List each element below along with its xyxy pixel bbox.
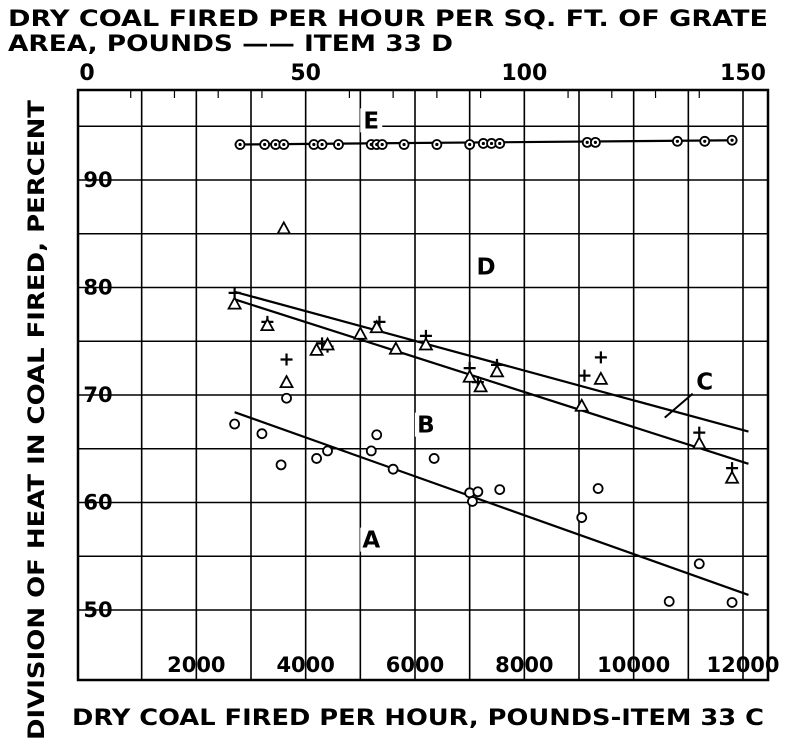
- bottom-tick-label: 2000: [167, 653, 225, 677]
- data-point-circle: [576, 512, 588, 523]
- region-label-bg: [475, 254, 498, 279]
- fit-line: [234, 298, 749, 465]
- region-label-bg: [693, 369, 716, 394]
- top-tick-label: 100: [501, 61, 547, 86]
- top-tick-label: 150: [720, 61, 766, 86]
- data-point-circle: [387, 463, 399, 475]
- data-point-circle: [281, 392, 292, 404]
- data-point-triangle: [259, 317, 275, 332]
- data-point-triangle: [418, 336, 434, 351]
- data-point-plus: [280, 353, 293, 366]
- data-point-triangle: [352, 325, 368, 340]
- bottom-axis-ticks: 2000 4000 6000 8000 10000 12000: [167, 653, 779, 677]
- data-point-plus: [594, 351, 607, 364]
- label-c-leader: [664, 392, 694, 419]
- data-point-circle-dot: [494, 138, 506, 149]
- data-point-triangle: [691, 435, 707, 450]
- data-point-circle: [365, 445, 377, 457]
- data-point-circle: [494, 484, 506, 496]
- data-point-circle: [663, 596, 675, 607]
- data-point-triangle: [724, 469, 740, 484]
- data-point-circle-dot: [726, 134, 738, 146]
- y-tick-label: 90: [83, 168, 112, 192]
- y-axis-label: DIVISION OF HEAT IN COAL FIRED, PERCENT: [25, 100, 50, 740]
- data-point-circle: [371, 429, 383, 441]
- data-point-triangle: [369, 319, 385, 334]
- data-point-circle-dot: [464, 139, 476, 150]
- data-point-circle: [726, 597, 738, 608]
- data-points: [227, 134, 740, 608]
- data-point-triangle: [462, 368, 478, 383]
- data-point-plus: [578, 369, 591, 382]
- top-title-line2: AREA, POUNDS —— ITEM 33 D: [8, 32, 453, 57]
- bottom-tick-label: 8000: [495, 653, 553, 677]
- y-tick-label: 60: [83, 491, 112, 515]
- data-point-circle: [275, 459, 287, 471]
- data-point-circle-dot: [431, 139, 443, 150]
- data-point-circle-dot: [234, 139, 246, 150]
- data-point-triangle: [593, 370, 609, 385]
- data-point-circle-dot: [398, 139, 410, 150]
- data-point-triangle: [473, 378, 489, 393]
- region-label-bg: [360, 108, 383, 133]
- plot-frame: [76, 88, 770, 682]
- fit-line: [234, 290, 749, 433]
- data-point-circle-dot: [590, 136, 601, 148]
- data-point-circle-dot: [278, 139, 290, 150]
- data-point-triangle: [227, 295, 243, 310]
- data-point-triangle: [276, 220, 292, 235]
- y-tick-label: 50: [83, 598, 112, 622]
- data-point-circle-dot: [699, 135, 711, 147]
- region-label-bg: [414, 412, 437, 437]
- data-point-triangle: [279, 374, 295, 388]
- data-point-circle-dot: [672, 135, 683, 147]
- data-point-circle-dot: [333, 139, 344, 150]
- top-axis-ticks: 0 50 100 150: [79, 61, 766, 98]
- data-point-circle-dot: [259, 139, 271, 150]
- fit-line: [234, 411, 749, 596]
- y-axis-ticks: 50 60 70 80 90: [83, 168, 112, 622]
- data-point-triangle: [388, 340, 404, 355]
- bottom-tick-label: 10000: [597, 653, 670, 677]
- data-point-circle: [322, 445, 333, 457]
- data-point-triangle: [489, 363, 505, 378]
- data-point-circle: [229, 418, 241, 430]
- data-point-circle: [428, 453, 440, 464]
- data-point-circle: [311, 453, 323, 464]
- data-point-triangle: [574, 397, 590, 412]
- data-point-triangle: [320, 336, 336, 351]
- x-axis-label: DRY COAL FIRED PER HOUR, POUNDS-ITEM 33 …: [72, 706, 764, 731]
- bottom-tick-label: 4000: [276, 653, 334, 677]
- region-label-b: B: [417, 413, 435, 439]
- top-tick-label: 0: [79, 61, 94, 86]
- data-point-circle: [466, 496, 478, 507]
- bottom-tick-label: 12000: [706, 653, 779, 677]
- region-label-d: D: [477, 255, 496, 281]
- region-label-bg: [360, 527, 383, 552]
- top-title-line1: DRY COAL FIRED PER HOUR PER SQ. FT. OF G…: [8, 7, 768, 32]
- data-point-circle: [693, 558, 705, 570]
- data-point-circle: [256, 428, 268, 440]
- region-label-a: A: [362, 528, 380, 554]
- data-point-circle-dot: [316, 139, 328, 150]
- region-label-e: E: [363, 108, 379, 134]
- top-tick-label: 50: [290, 61, 321, 86]
- region-labels: E D C B A: [360, 108, 716, 554]
- fit-lines: [234, 139, 749, 596]
- region-label-c: C: [696, 370, 713, 396]
- data-point-circle: [472, 486, 484, 498]
- data-point-circle: [592, 483, 604, 494]
- bottom-tick-label: 6000: [386, 653, 444, 677]
- y-tick-label: 80: [83, 276, 112, 300]
- data-point-circle-dot: [376, 139, 388, 150]
- y-tick-label: 70: [83, 383, 112, 407]
- grid: [78, 90, 768, 680]
- data-point-triangle: [309, 341, 325, 356]
